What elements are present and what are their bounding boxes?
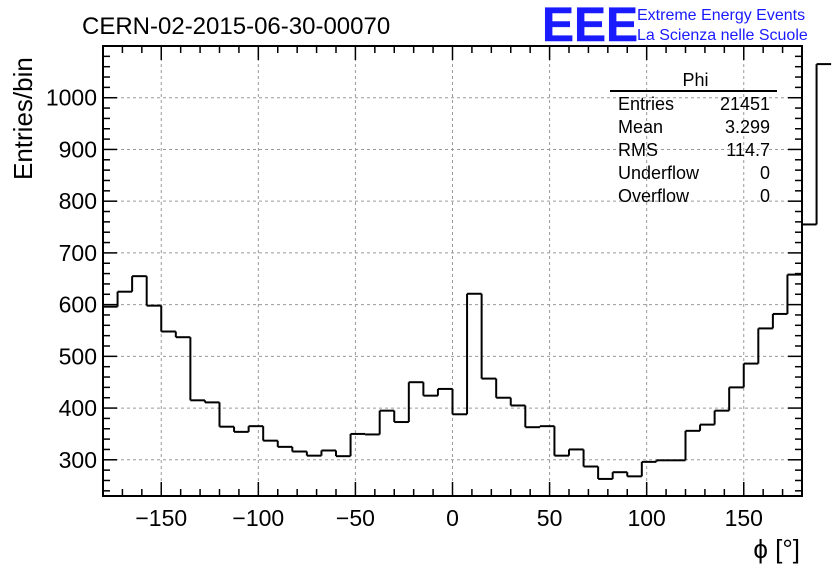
eee-logo-line1: Extreme Energy Events xyxy=(637,7,805,24)
x-axis-label: ϕ [°] xyxy=(753,534,800,564)
y-axis-label: Entries/bin xyxy=(8,57,38,180)
stats-header: Phi xyxy=(682,70,708,90)
y-tick-labels: 300 400 500 600 700 800 900 1000 xyxy=(46,85,97,473)
stats-label: RMS xyxy=(618,140,658,160)
y-tick-label: 900 xyxy=(59,136,97,162)
chart-title: CERN-02-2015-06-30-00070 xyxy=(82,13,390,40)
x-tick-labels: −150 −100 −50 0 50 100 150 xyxy=(135,505,763,531)
stats-label: Entries xyxy=(618,94,674,114)
stats-box: Phi Entries 21451 Mean 3.299 RMS 114.7 Underflo… xyxy=(610,70,777,206)
y-tick-label: 800 xyxy=(59,188,97,214)
eee-logo-mark: EEE xyxy=(542,0,638,52)
y-tick-label: 1000 xyxy=(46,85,97,111)
histogram-bars xyxy=(102,63,832,496)
y-tick-label: 300 xyxy=(59,447,97,473)
x-tick-label: 100 xyxy=(627,505,665,531)
x-tick-label: −50 xyxy=(336,505,375,531)
eee-logo: EEE Extreme Energy Events La Scienza nel… xyxy=(542,0,808,52)
stats-value: 0 xyxy=(760,163,770,183)
stats-label: Mean xyxy=(618,117,663,137)
axis-ticks xyxy=(102,45,803,496)
x-tick-label: 150 xyxy=(725,505,763,531)
x-tick-label: −100 xyxy=(232,505,284,531)
y-tick-label: 400 xyxy=(59,395,97,421)
grid-lines xyxy=(103,46,802,496)
y-tick-label: 700 xyxy=(59,240,97,266)
stats-value: 114.7 xyxy=(726,140,770,160)
x-tick-label: 50 xyxy=(537,505,563,531)
eee-logo-line2: La Scienza nelle Scuole xyxy=(637,27,808,44)
stats-label: Underflow xyxy=(618,163,700,183)
plot-frame xyxy=(102,45,803,497)
y-tick-label: 500 xyxy=(59,343,97,369)
stats-value: 21451 xyxy=(720,94,770,114)
y-tick-label: 600 xyxy=(59,292,97,318)
x-tick-label: 0 xyxy=(446,505,459,531)
stats-value: 3.299 xyxy=(725,117,770,137)
x-tick-label: −150 xyxy=(135,505,187,531)
stats-label: Overflow xyxy=(618,186,690,206)
stats-value: 0 xyxy=(760,186,770,206)
